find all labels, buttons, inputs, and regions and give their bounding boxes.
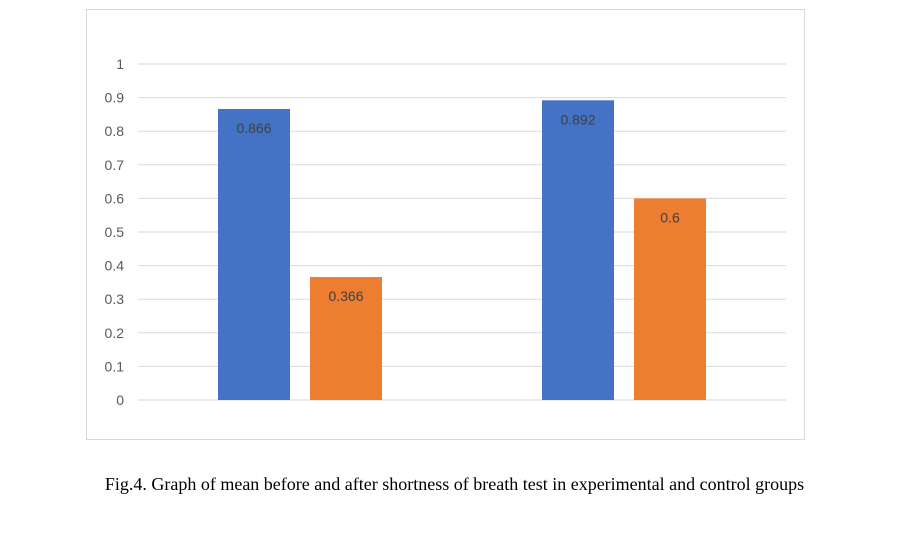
data-labels: 0.866 0.366 0.892 0.6 xyxy=(236,111,679,304)
y-tick-label: 0.2 xyxy=(105,325,125,341)
y-tick-label: 0.3 xyxy=(105,291,125,307)
data-label: 0.366 xyxy=(328,288,363,304)
y-tick-label: 0.6 xyxy=(105,190,125,206)
y-tick-label: 0 xyxy=(116,392,124,408)
y-tick-label: 0.8 xyxy=(105,123,125,139)
y-tick-label: 1 xyxy=(116,56,124,72)
bars xyxy=(218,100,706,401)
data-label: 0.6 xyxy=(660,209,680,225)
data-label: 0.866 xyxy=(236,120,271,136)
figure-caption: Fig.4. Graph of mean before and after sh… xyxy=(104,474,805,494)
data-label: 0.892 xyxy=(560,111,595,127)
y-tick-label: 0.7 xyxy=(105,157,125,173)
y-axis-tick-labels: 0 0.1 0.2 0.3 0.4 0.5 0.6 0.7 0.8 0.9 1 xyxy=(105,56,125,408)
y-tick-label: 0.5 xyxy=(105,224,125,240)
y-tick-label: 0.9 xyxy=(105,90,125,106)
y-tick-label: 0.4 xyxy=(105,258,125,274)
bar-series1-group2 xyxy=(542,100,614,401)
bar-series2-group1 xyxy=(310,277,382,400)
bar-series2-group2 xyxy=(634,198,706,400)
bar-series1-group1 xyxy=(218,109,290,401)
y-tick-label: 0.1 xyxy=(105,358,125,374)
